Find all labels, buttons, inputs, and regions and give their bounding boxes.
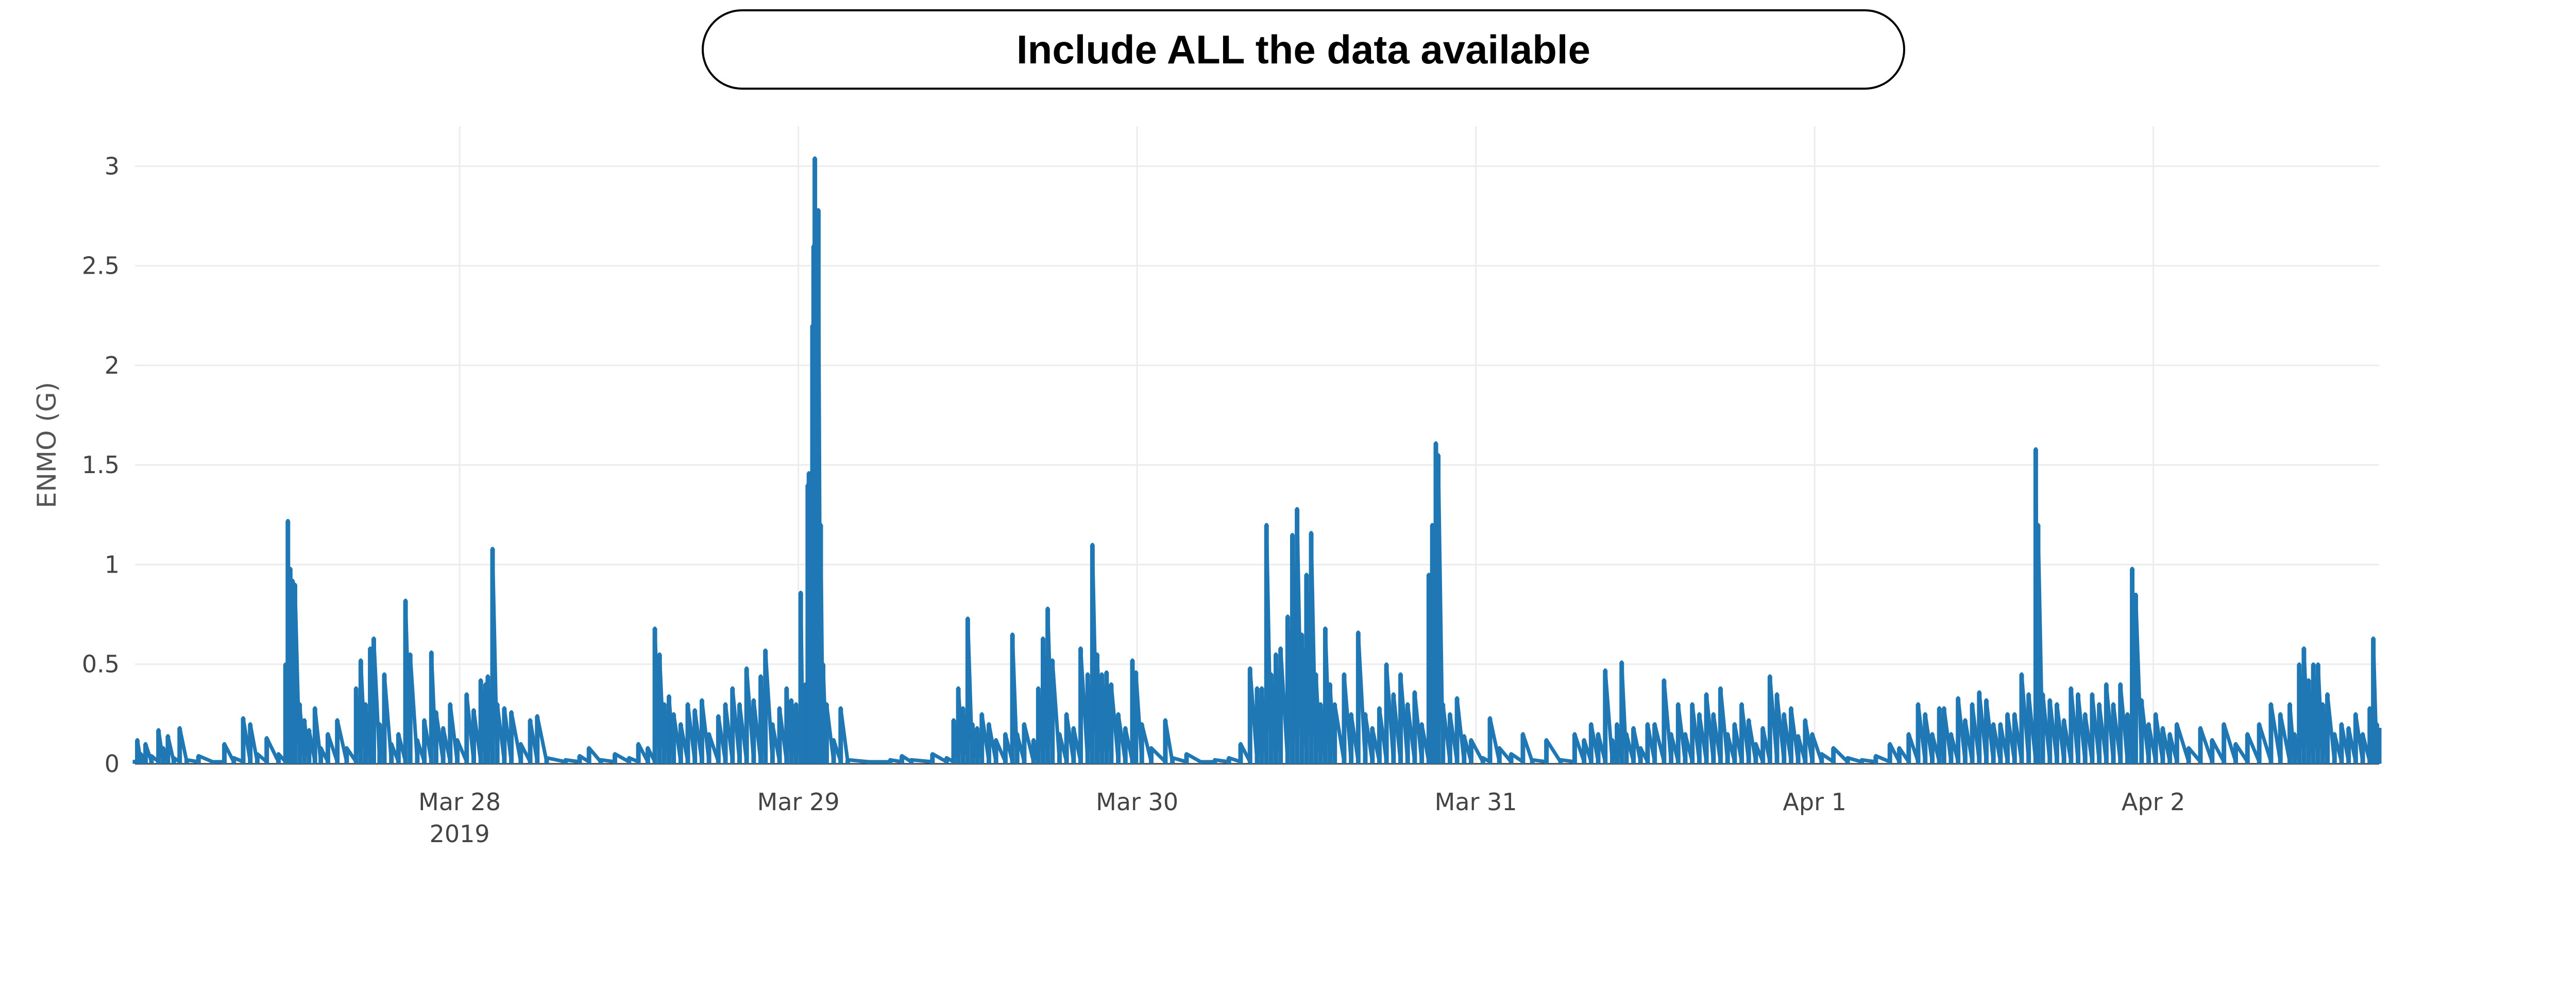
y-tick-label: 1 [105, 550, 120, 578]
y-axis-title: ENMO (G) [32, 382, 62, 508]
y-tick-label: 0 [105, 750, 120, 778]
y-tick-label: 0.5 [82, 650, 120, 678]
y-tick-label: 3 [105, 152, 120, 180]
y-tick-label: 2.5 [82, 252, 120, 280]
instruction-banner: Include ALL the data available [702, 9, 1905, 90]
series-layer [132, 156, 2382, 764]
x-tick-label: Mar 31 [1435, 788, 1517, 816]
x-tick-label: Apr 2 [2122, 788, 2185, 816]
x-tick-sublabel: 2019 [430, 820, 490, 848]
x-tick-label: Mar 29 [757, 788, 840, 816]
x-axis-tick-labels: Mar 28 2019 Mar 29 Mar 30 Mar 31 Apr 1 Apr 2 [418, 788, 2185, 848]
y-axis-tick-labels: 0 0.5 1 1.5 2 2.5 3 [82, 152, 120, 778]
y-tick-label: 2 [105, 351, 120, 379]
y-tick-label: 1.5 [82, 451, 120, 479]
grid-lines [135, 126, 2379, 765]
x-tick-label: Mar 28 [418, 788, 501, 816]
x-tick-label: Apr 1 [1783, 788, 1846, 816]
banner-text: Include ALL the data available [1016, 26, 1590, 72]
series-line [133, 156, 2381, 764]
x-tick-label: Mar 30 [1096, 788, 1178, 816]
